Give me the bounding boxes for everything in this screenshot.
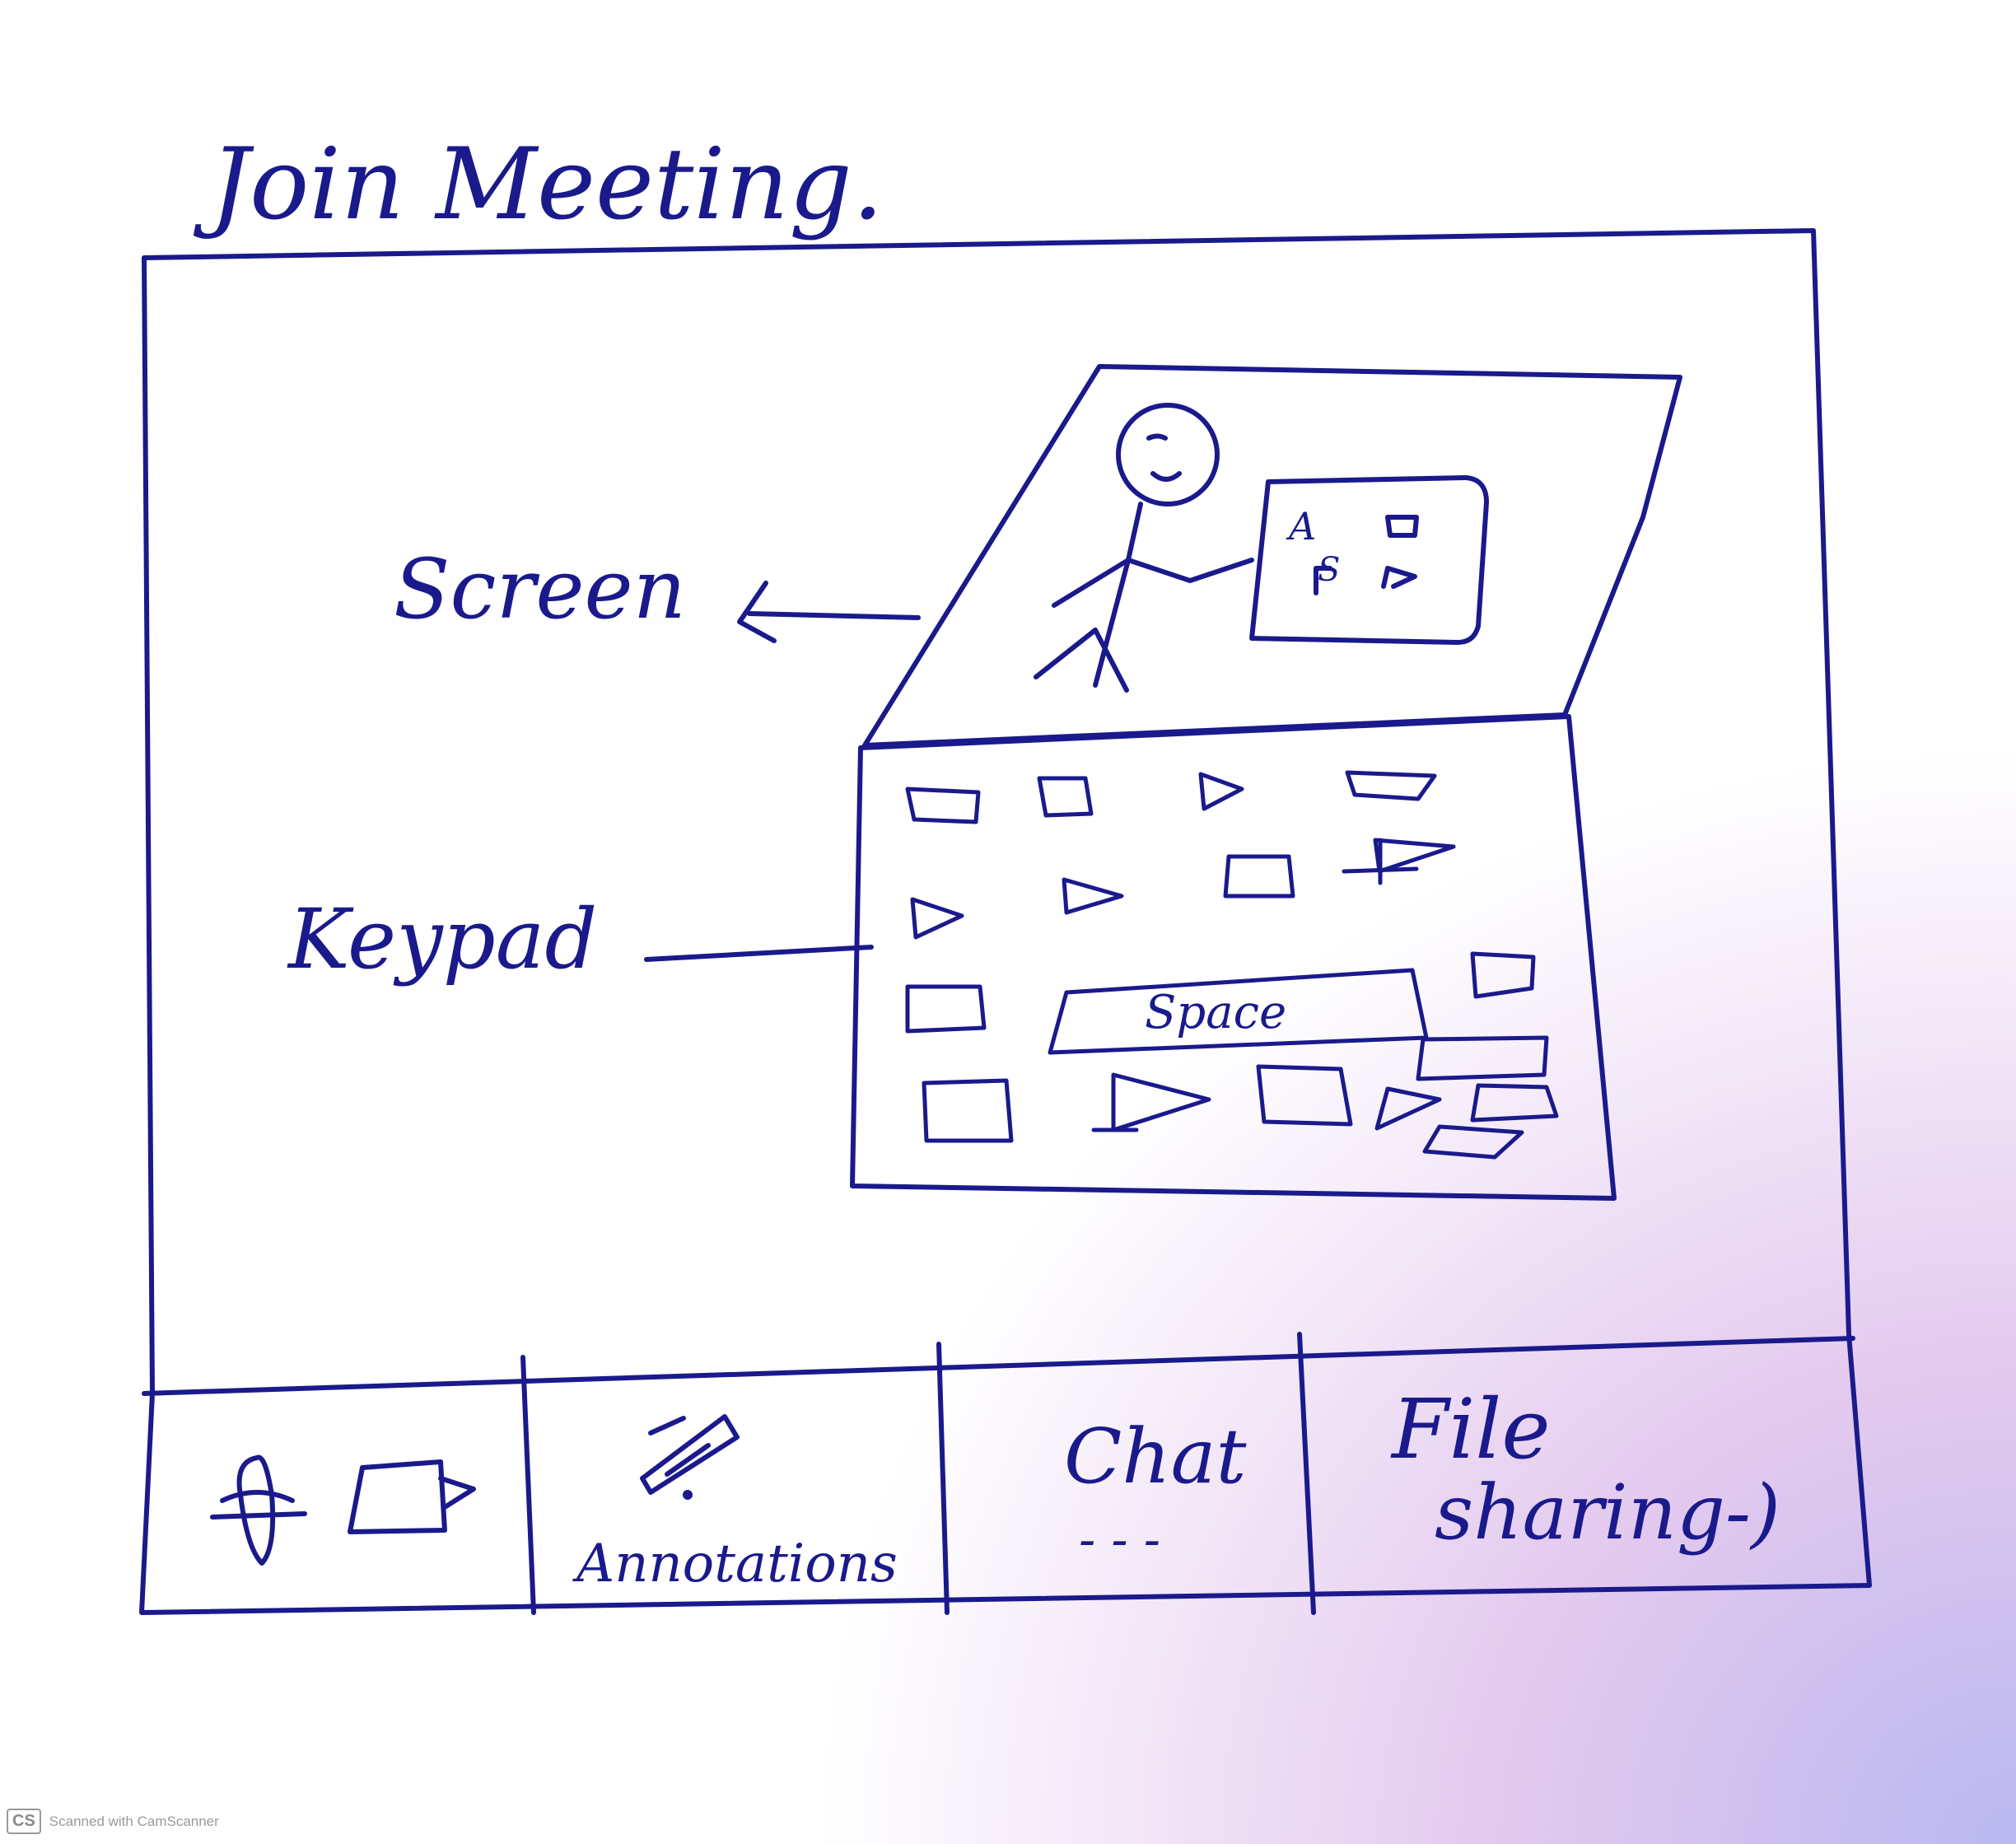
file-sharing-label-line1: File: [1390, 1381, 1551, 1478]
screen-arrow-head: [737, 581, 777, 643]
video-camera-icon: [348, 1459, 476, 1534]
camscanner-text: Scanned with CamScanner: [49, 1813, 219, 1829]
key: [1062, 877, 1124, 915]
file-sharing-label-line2: sharing-): [1435, 1468, 1780, 1557]
laptop-keypad: [850, 714, 1617, 1201]
keypad-keys: [905, 770, 1559, 1160]
key: [1422, 1124, 1524, 1160]
annotations-label: Annotations: [572, 1534, 898, 1594]
camscanner-watermark: CS Scanned with CamScanner: [7, 1809, 219, 1834]
key: [1416, 1035, 1549, 1081]
key: [1470, 1083, 1559, 1123]
key: [1198, 772, 1244, 811]
key: [905, 787, 981, 824]
toolbar-top-line: [142, 1336, 1855, 1396]
key: [1256, 1064, 1353, 1127]
page-title: Join Meeting.: [193, 128, 884, 242]
keypad-connector-line: [644, 945, 874, 962]
key: [1111, 1072, 1211, 1132]
chat-placeholder-marks: - - -: [1079, 1511, 1160, 1569]
space-key-label: Space: [1145, 986, 1286, 1039]
key: [1373, 838, 1456, 874]
key: [1345, 770, 1437, 801]
fan-icon: [210, 1454, 307, 1566]
chat-label: Chat: [1064, 1412, 1247, 1501]
toolbar-divider-2: [936, 1342, 950, 1615]
key: [1037, 776, 1094, 818]
key: [910, 897, 964, 940]
board-glyph-a: A: [1286, 504, 1316, 549]
key: [905, 984, 987, 1034]
key: [1223, 854, 1295, 899]
screen-label: Screen: [394, 541, 686, 637]
laptop-screen: [862, 364, 1682, 748]
key: [1374, 1086, 1442, 1131]
key: [922, 1078, 1014, 1143]
screen-arrow-line: [747, 611, 921, 620]
key: [1470, 951, 1536, 999]
keypad-label: Keypad: [287, 891, 597, 987]
toolbar-divider-3: [1297, 1332, 1316, 1615]
stick-figure-icon: [1034, 403, 1254, 693]
toolbar-divider-1: [520, 1355, 536, 1615]
presentation-board: A S: [1249, 475, 1489, 645]
pen-icon: [640, 1414, 740, 1500]
camscanner-logo: CS: [7, 1809, 41, 1834]
